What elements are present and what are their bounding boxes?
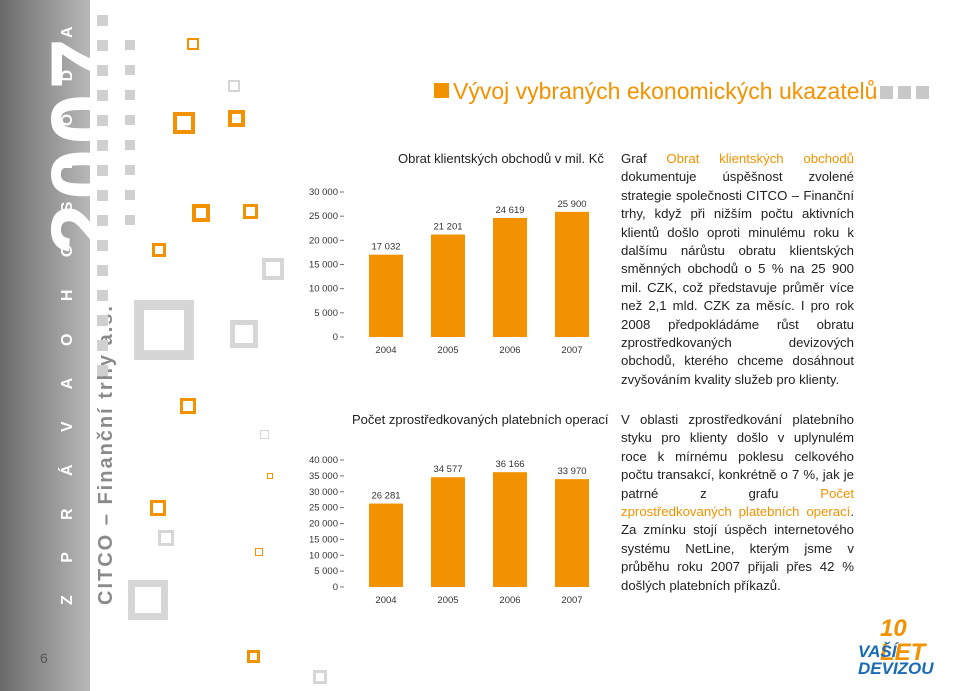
payments-ytick-label: 10 000 <box>309 550 338 561</box>
turnover-xtick-label: 2005 <box>437 345 458 356</box>
payments-data-label: 33 970 <box>557 466 586 477</box>
turnover-data-label: 17 032 <box>371 242 400 253</box>
payments-ytick-label: 30 000 <box>309 487 338 498</box>
payments-data-label: 36 166 <box>495 459 524 470</box>
payments-ytick-label: 35 000 <box>309 471 338 482</box>
payments-bar <box>369 503 403 587</box>
turnover-chart-title: Obrat klientských obchodů v mil. Kč <box>398 151 604 166</box>
payments-ytick-label: 5 000 <box>314 566 338 577</box>
payments-data-label: 26 281 <box>371 491 400 502</box>
payments-ytick-label: 20 000 <box>309 519 338 530</box>
turnover-ytick-label: 30 000 <box>309 187 338 198</box>
turnover-ytick-label: 15 000 <box>309 260 338 271</box>
report-heading: Z P R Á V A O H O S P O D A Ř E N Í <box>59 0 76 605</box>
payments-ytick-label: 15 000 <box>309 534 338 545</box>
turnover-ytick-label: 0 <box>333 332 338 343</box>
payments-ytick-label: 40 000 <box>309 455 338 466</box>
payments-xtick-label: 2006 <box>499 595 520 606</box>
paragraph-turnover: Graf Obrat klientských obchodů dokumentu… <box>621 151 854 387</box>
logo-line-2: VAŠÍ DEVIZOU <box>858 642 934 678</box>
turnover-bar <box>431 234 465 337</box>
header-square-icon <box>434 83 449 98</box>
payments-bar <box>493 472 527 587</box>
paragraph-payments: V oblasti zprostředkování platebního sty… <box>621 412 854 593</box>
turnover-xtick-label: 2006 <box>499 345 520 356</box>
payments-xtick-label: 2007 <box>561 595 582 606</box>
turnover-xtick-label: 2004 <box>375 345 396 356</box>
turnover-bar <box>369 254 403 337</box>
turnover-bar <box>555 211 589 337</box>
turnover-ytick-label: 20 000 <box>309 235 338 246</box>
turnover-chart: 0 5 000 10 000 15 000 20 000 25 000 30 000 17 0… <box>309 187 589 356</box>
payments-chart: 0 5 000 10 000 15 000 20 000 25 000 30 000 35 0… <box>309 455 589 606</box>
anniversary-logo: 10 LET VAŠÍ DEVIZOU <box>852 615 952 678</box>
page-title: Vývoj vybraných ekonomických ukazatelů <box>453 78 878 104</box>
turnover-data-label: 25 900 <box>557 199 586 210</box>
turnover-ytick-label: 25 000 <box>309 211 338 222</box>
turnover-bar <box>493 218 527 337</box>
turnover-data-label: 21 201 <box>433 222 462 233</box>
sidebar: 2007 Z P R Á V A O H O S P O D A Ř E N Í… <box>0 0 135 691</box>
payments-data-label: 34 577 <box>433 464 462 475</box>
turnover-chart-ref: Obrat klientských obchodů <box>666 151 854 166</box>
turnover-xtick-label: 2007 <box>561 345 582 356</box>
turnover-data-label: 24 619 <box>495 205 524 216</box>
logo-line-1: 10 LET <box>880 615 926 666</box>
payments-bar <box>555 479 589 587</box>
payments-xtick-label: 2004 <box>375 595 396 606</box>
payments-xtick-label: 2005 <box>437 595 458 606</box>
payments-ytick-label: 0 <box>333 582 338 593</box>
payments-bar <box>431 477 465 587</box>
turnover-ytick-label: 10 000 <box>309 284 338 295</box>
payments-ytick-label: 25 000 <box>309 503 338 514</box>
turnover-ytick-label: 5 000 <box>314 308 338 319</box>
payments-chart-ref: Počet zprostředkovaných platebních opera… <box>621 485 854 520</box>
page-number: 6 <box>40 650 48 666</box>
payments-chart-title: Počet zprostředkovaných platebních opera… <box>352 412 609 427</box>
